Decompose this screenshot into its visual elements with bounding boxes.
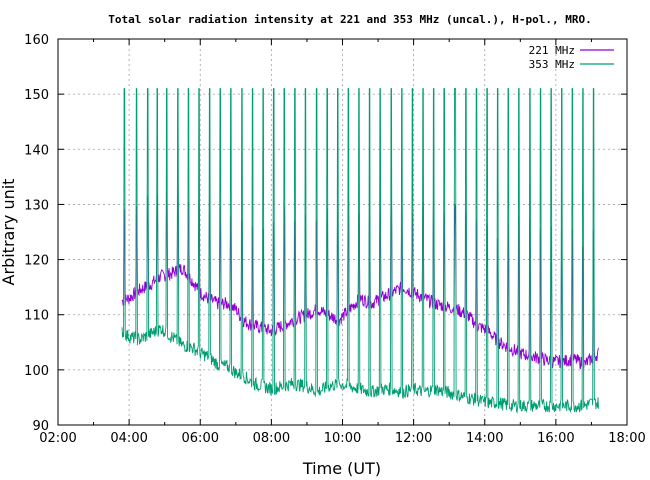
x-axis-label: Time (UT) [302,459,381,478]
legend-label-221: 221 MHz [529,44,575,57]
y-tick-label: 130 [24,198,49,213]
plot-series [121,88,599,414]
y-tick-label: 110 [24,309,49,324]
x-tick-label: 12:00 [395,431,432,446]
y-tick-label: 140 [24,143,49,158]
series-221-mhz-line [121,185,599,370]
x-axis: 02:00 04:00 06:00 08:00 10:00 12:00 14:00 16:00… [39,39,646,446]
series-353-mhz-line [121,88,599,414]
y-axis-label: Arbitrary unit [0,179,18,286]
legend: 221 MHz 353 MHz [529,44,614,71]
x-tick-label: 18:00 [608,431,645,446]
y-tick-label: 150 [24,88,49,103]
chart-title: Total solar radiation intensity at 221 a… [108,13,591,26]
x-tick-label: 10:00 [324,431,361,446]
y-axis: 90 100 110 120 130 140 150 160 [24,33,627,434]
legend-label-353: 353 MHz [529,58,575,71]
y-tick-label: 120 [24,254,49,269]
x-tick-label: 02:00 [39,431,76,446]
y-tick-label: 160 [24,33,49,48]
grid [58,39,627,425]
x-tick-label: 16:00 [537,431,574,446]
x-tick-label: 04:00 [110,431,147,446]
x-tick-label: 06:00 [182,431,219,446]
x-tick-label: 08:00 [253,431,290,446]
y-tick-label: 90 [32,419,49,434]
y-tick-label: 100 [24,364,49,379]
x-tick-label: 14:00 [466,431,503,446]
